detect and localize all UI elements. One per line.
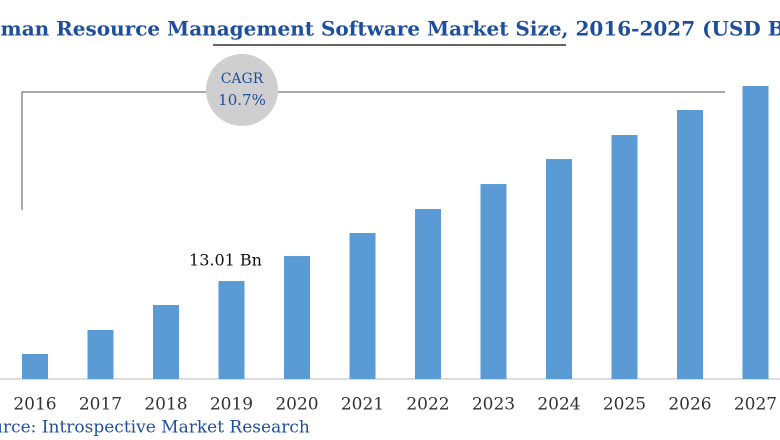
x-tick-label: 2019 <box>210 395 253 415</box>
source: urce: Introspective Market Research <box>0 418 310 438</box>
bar <box>415 208 441 379</box>
x-tick-label: 2025 <box>603 395 646 415</box>
bar <box>22 353 48 379</box>
x-tick-label: 2023 <box>472 395 515 415</box>
chart-title: uman Resource Management Software Market… <box>0 17 780 41</box>
x-tick-label: 2017 <box>79 395 122 415</box>
x-tick-label: 2026 <box>668 395 711 415</box>
bar <box>480 184 507 379</box>
cagr-circle <box>206 54 278 126</box>
value-label: 13.01 Bn <box>189 251 262 270</box>
bar <box>218 281 245 379</box>
x-tick-label: 2016 <box>13 395 56 415</box>
x-tick-label: 2020 <box>275 395 318 415</box>
x-tick-label: 2021 <box>341 395 384 415</box>
cagr-value: 10.7% <box>218 91 266 109</box>
cagr-label: CAGR <box>221 71 264 87</box>
x-tick-label: 2022 <box>406 395 449 415</box>
bar <box>677 110 703 379</box>
bar <box>284 256 310 379</box>
x-tick-label: 2027 <box>734 395 777 415</box>
x-tick-label: 2024 <box>537 395 580 415</box>
bar <box>742 86 769 379</box>
bar <box>349 232 376 379</box>
cagr-bracket <box>21 91 725 210</box>
x-tick-label: 2018 <box>144 395 187 415</box>
bar <box>153 304 179 379</box>
bar <box>611 135 638 379</box>
bar <box>546 159 572 379</box>
bar <box>87 329 114 379</box>
